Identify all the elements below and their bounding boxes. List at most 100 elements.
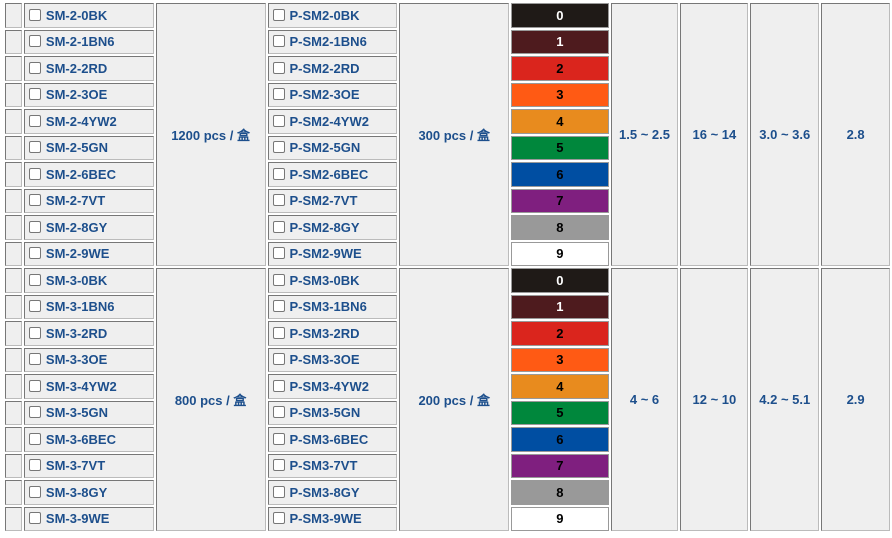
checkbox[interactable] xyxy=(272,114,285,127)
item-code: SM-3-0BK xyxy=(45,272,108,288)
item-code: P-SM3-9WE xyxy=(289,511,362,527)
item-code: SM-2-2RD xyxy=(45,60,108,76)
item-code: P-SM3-6BEC xyxy=(289,431,369,447)
table-row: SM-3-5GN P-SM3-5GN 5 xyxy=(5,400,890,425)
item-code: P-SM3-3OE xyxy=(289,352,360,368)
checkbox[interactable] xyxy=(272,8,285,21)
checkbox[interactable] xyxy=(272,326,285,339)
row-marker xyxy=(5,56,22,81)
color-swatch: 0 xyxy=(511,268,609,293)
color-swatch: 5 xyxy=(511,135,609,160)
spec-v1: 1.5 ~ 2.5 xyxy=(610,3,679,266)
p-item-cell: P-SM2-1BN6 xyxy=(267,29,398,54)
checkbox[interactable] xyxy=(272,432,285,445)
spec-v4: 2.9 xyxy=(821,268,890,531)
item-code: SM-2-1BN6 xyxy=(45,34,115,50)
p-item-cell: P-SM2-5GN xyxy=(267,135,398,160)
checkbox[interactable] xyxy=(28,247,41,260)
row-marker xyxy=(5,3,22,28)
checkbox[interactable] xyxy=(28,88,41,101)
color-swatch: 4 xyxy=(511,374,609,399)
table-row: SM-3-4YW2 P-SM3-4YW2 4 xyxy=(5,374,890,399)
item-cell: SM-3-3OE xyxy=(23,347,154,372)
checkbox[interactable] xyxy=(28,300,41,313)
row-marker xyxy=(5,109,22,134)
table-row: SM-2-3OE P-SM2-3OE 3 xyxy=(5,82,890,107)
checkbox[interactable] xyxy=(28,35,41,48)
checkbox[interactable] xyxy=(272,406,285,419)
row-marker xyxy=(5,241,22,266)
checkbox[interactable] xyxy=(272,141,285,154)
color-swatch: 5 xyxy=(511,400,609,425)
row-marker xyxy=(5,268,22,293)
item-cell: SM-3-7VT xyxy=(23,453,154,478)
color-swatch: 8 xyxy=(511,215,609,240)
checkbox[interactable] xyxy=(272,194,285,207)
item-code: P-SM2-6BEC xyxy=(289,166,369,182)
item-code: P-SM3-8GY xyxy=(289,484,360,500)
checkbox[interactable] xyxy=(272,353,285,366)
checkbox[interactable] xyxy=(28,432,41,445)
row-marker xyxy=(5,374,22,399)
checkbox[interactable] xyxy=(272,512,285,525)
checkbox[interactable] xyxy=(28,114,41,127)
checkbox[interactable] xyxy=(272,300,285,313)
checkbox[interactable] xyxy=(272,247,285,260)
row-marker xyxy=(5,135,22,160)
row-marker xyxy=(5,453,22,478)
checkbox[interactable] xyxy=(28,220,41,233)
item-code: SM-3-9WE xyxy=(45,511,110,527)
checkbox[interactable] xyxy=(272,273,285,286)
checkbox[interactable] xyxy=(28,379,41,392)
item-code: SM-3-2RD xyxy=(45,325,108,341)
p-item-cell: P-SM3-1BN6 xyxy=(267,294,398,319)
checkbox[interactable] xyxy=(28,194,41,207)
item-code: SM-2-6BEC xyxy=(45,166,116,182)
quantity: 1200 pcs / 盒 xyxy=(155,3,266,266)
spec-v4: 2.8 xyxy=(821,3,890,266)
item-code: P-SM2-8GY xyxy=(289,219,360,235)
color-swatch: 3 xyxy=(511,347,609,372)
p-item-cell: P-SM2-8GY xyxy=(267,215,398,240)
checkbox[interactable] xyxy=(28,406,41,419)
p-item-cell: P-SM2-9WE xyxy=(267,241,398,266)
color-swatch: 6 xyxy=(511,427,609,452)
checkbox[interactable] xyxy=(272,88,285,101)
color-swatch: 8 xyxy=(511,480,609,505)
item-cell: SM-3-9WE xyxy=(23,506,154,531)
checkbox[interactable] xyxy=(28,353,41,366)
checkbox[interactable] xyxy=(272,459,285,472)
color-swatch: 2 xyxy=(511,56,609,81)
p-item-cell: P-SM3-2RD xyxy=(267,321,398,346)
item-code: SM-3-8GY xyxy=(45,484,108,500)
item-code: SM-2-7VT xyxy=(45,193,106,209)
checkbox[interactable] xyxy=(28,326,41,339)
p-item-cell: P-SM3-6BEC xyxy=(267,427,398,452)
checkbox[interactable] xyxy=(28,273,41,286)
checkbox[interactable] xyxy=(28,459,41,472)
item-cell: SM-2-3OE xyxy=(23,82,154,107)
checkbox[interactable] xyxy=(272,220,285,233)
p-item-cell: P-SM2-4YW2 xyxy=(267,109,398,134)
color-swatch: 1 xyxy=(511,29,609,54)
table-row: SM-3-9WE P-SM3-9WE 9 xyxy=(5,506,890,531)
checkbox[interactable] xyxy=(272,35,285,48)
checkbox[interactable] xyxy=(272,167,285,180)
checkbox[interactable] xyxy=(28,512,41,525)
checkbox[interactable] xyxy=(272,485,285,498)
checkbox[interactable] xyxy=(28,141,41,154)
item-code: P-SM3-4YW2 xyxy=(289,378,369,394)
checkbox[interactable] xyxy=(28,167,41,180)
checkbox[interactable] xyxy=(28,485,41,498)
item-code: P-SM3-1BN6 xyxy=(289,299,367,315)
color-swatch: 0 xyxy=(511,3,609,28)
checkbox[interactable] xyxy=(272,379,285,392)
p-quantity: 300 pcs / 盒 xyxy=(399,3,510,266)
table-row: SM-2-6BEC P-SM2-6BEC 6 xyxy=(5,162,890,187)
checkbox[interactable] xyxy=(28,61,41,74)
color-swatch: 4 xyxy=(511,109,609,134)
item-code: SM-3-7VT xyxy=(45,458,106,474)
checkbox[interactable] xyxy=(272,61,285,74)
color-swatch: 9 xyxy=(511,506,609,531)
checkbox[interactable] xyxy=(28,8,41,21)
